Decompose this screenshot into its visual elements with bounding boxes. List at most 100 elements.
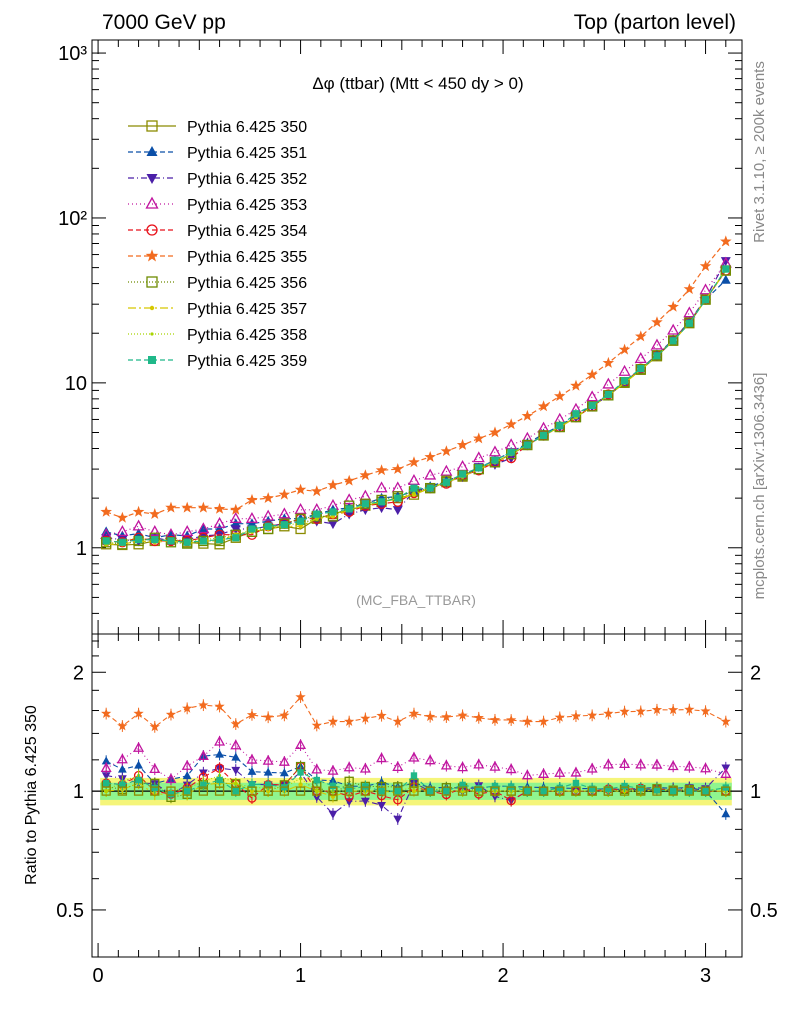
ratio-point <box>344 716 355 726</box>
ratio-point <box>702 787 709 795</box>
legend: Pythia 6.425 350 Pythia 6.425 351 Pythia 6… <box>128 119 307 370</box>
ratio-frame <box>91 633 743 958</box>
ratio-point <box>101 786 111 796</box>
ratio-point <box>149 763 161 774</box>
ratio-point <box>151 784 158 792</box>
ratio-point <box>635 758 647 769</box>
ratio-point <box>214 735 226 746</box>
ratio-point <box>410 772 418 779</box>
data-point <box>294 503 307 515</box>
ratio-point <box>602 758 614 769</box>
data-point <box>230 503 242 515</box>
data-point <box>651 316 663 328</box>
ratio-point <box>473 712 484 723</box>
ratio-point <box>182 786 192 796</box>
ratio-point <box>426 787 434 795</box>
data-point <box>424 468 437 480</box>
ratio-point <box>311 763 323 774</box>
legend-label: Pythia 6.425 359 <box>187 353 307 370</box>
ratio-point <box>345 785 353 793</box>
data-point <box>456 459 469 471</box>
chart-title: Δφ (ttbar) (Mtt < 450 dy > 0) <box>312 74 523 93</box>
data-point <box>392 463 404 474</box>
ratio-point <box>475 785 482 792</box>
ratio-ylabel: Ratio to Pythia 6.425 350 <box>23 705 40 885</box>
ratio-point <box>440 759 452 770</box>
data-point <box>700 294 711 305</box>
ratio-point <box>619 706 630 716</box>
ratio-point <box>116 753 128 764</box>
ratio-y-tick-label: 2 <box>73 662 84 684</box>
ratio-point <box>362 783 369 790</box>
data-point <box>100 505 112 517</box>
data-point <box>361 500 369 508</box>
data-point <box>132 519 145 531</box>
data-point <box>197 522 210 534</box>
ratio-point <box>101 708 112 718</box>
ratio-point <box>167 790 175 798</box>
legend-label: Pythia 6.425 353 <box>187 197 307 214</box>
legend-label: Pythia 6.425 355 <box>187 249 307 266</box>
ratio-point <box>460 789 465 793</box>
ratio-y-tick-label: 0.5 <box>56 900 84 922</box>
data-point <box>375 481 388 493</box>
ratio-series-0 <box>101 786 731 796</box>
ratio-point <box>247 786 257 796</box>
ratio-point <box>635 706 646 716</box>
data-point <box>472 451 485 463</box>
data-point <box>507 448 515 456</box>
data-point <box>701 295 710 304</box>
ratio-point <box>570 766 582 777</box>
ratio-point <box>359 762 371 773</box>
ratio-point <box>605 785 612 793</box>
ratio-point <box>298 782 303 787</box>
ratio-point <box>263 711 274 722</box>
data-point <box>412 491 416 495</box>
ratio-point <box>376 786 387 796</box>
data-point <box>602 356 615 368</box>
main-axis-ticks: 1 10 10² 10³ <box>58 40 742 635</box>
ratio-panel: 0.5 0.5 1 1 2 2 0 1 2 3 Ratio to Pythia 6.425 350 <box>23 633 778 987</box>
ratio-point <box>216 776 223 784</box>
ratio-point <box>652 786 662 796</box>
ratio-point <box>392 716 403 726</box>
data-point <box>667 300 679 312</box>
data-point <box>296 517 305 525</box>
ratio-point <box>360 797 370 806</box>
data-point <box>149 508 161 519</box>
ratio-point <box>393 786 403 796</box>
ratio-point <box>295 691 306 702</box>
ratio-point <box>506 786 516 796</box>
ratio-point <box>101 756 111 765</box>
ratio-point <box>278 755 290 766</box>
ratio-point <box>165 709 177 719</box>
ratio-point <box>360 713 371 723</box>
ratio-line <box>106 771 726 795</box>
ratio-point <box>588 785 596 792</box>
ratio-point <box>586 762 598 773</box>
ratio-point <box>279 786 290 796</box>
data-point <box>634 352 647 364</box>
ratio-point <box>327 764 339 775</box>
legend-label: Pythia 6.425 354 <box>187 223 307 240</box>
ratio-point <box>312 786 322 796</box>
data-point <box>720 274 731 284</box>
ratio-point <box>230 739 242 750</box>
data-point <box>570 379 582 391</box>
data-point <box>262 509 275 521</box>
y-tick-label: 10³ <box>58 43 87 65</box>
data-point <box>181 501 193 513</box>
ratio-point <box>166 786 176 796</box>
legend-marker <box>150 332 154 336</box>
ratio-point <box>408 708 420 718</box>
ratio-point <box>246 709 258 720</box>
ratio-point <box>248 781 256 788</box>
ratio-point <box>150 786 160 796</box>
ratio-point <box>297 769 304 776</box>
ratio-point <box>409 786 419 796</box>
data-point <box>458 470 467 478</box>
ratio-point <box>668 704 679 715</box>
data-point <box>344 510 355 520</box>
data-point <box>602 377 615 389</box>
data-point <box>327 479 339 490</box>
